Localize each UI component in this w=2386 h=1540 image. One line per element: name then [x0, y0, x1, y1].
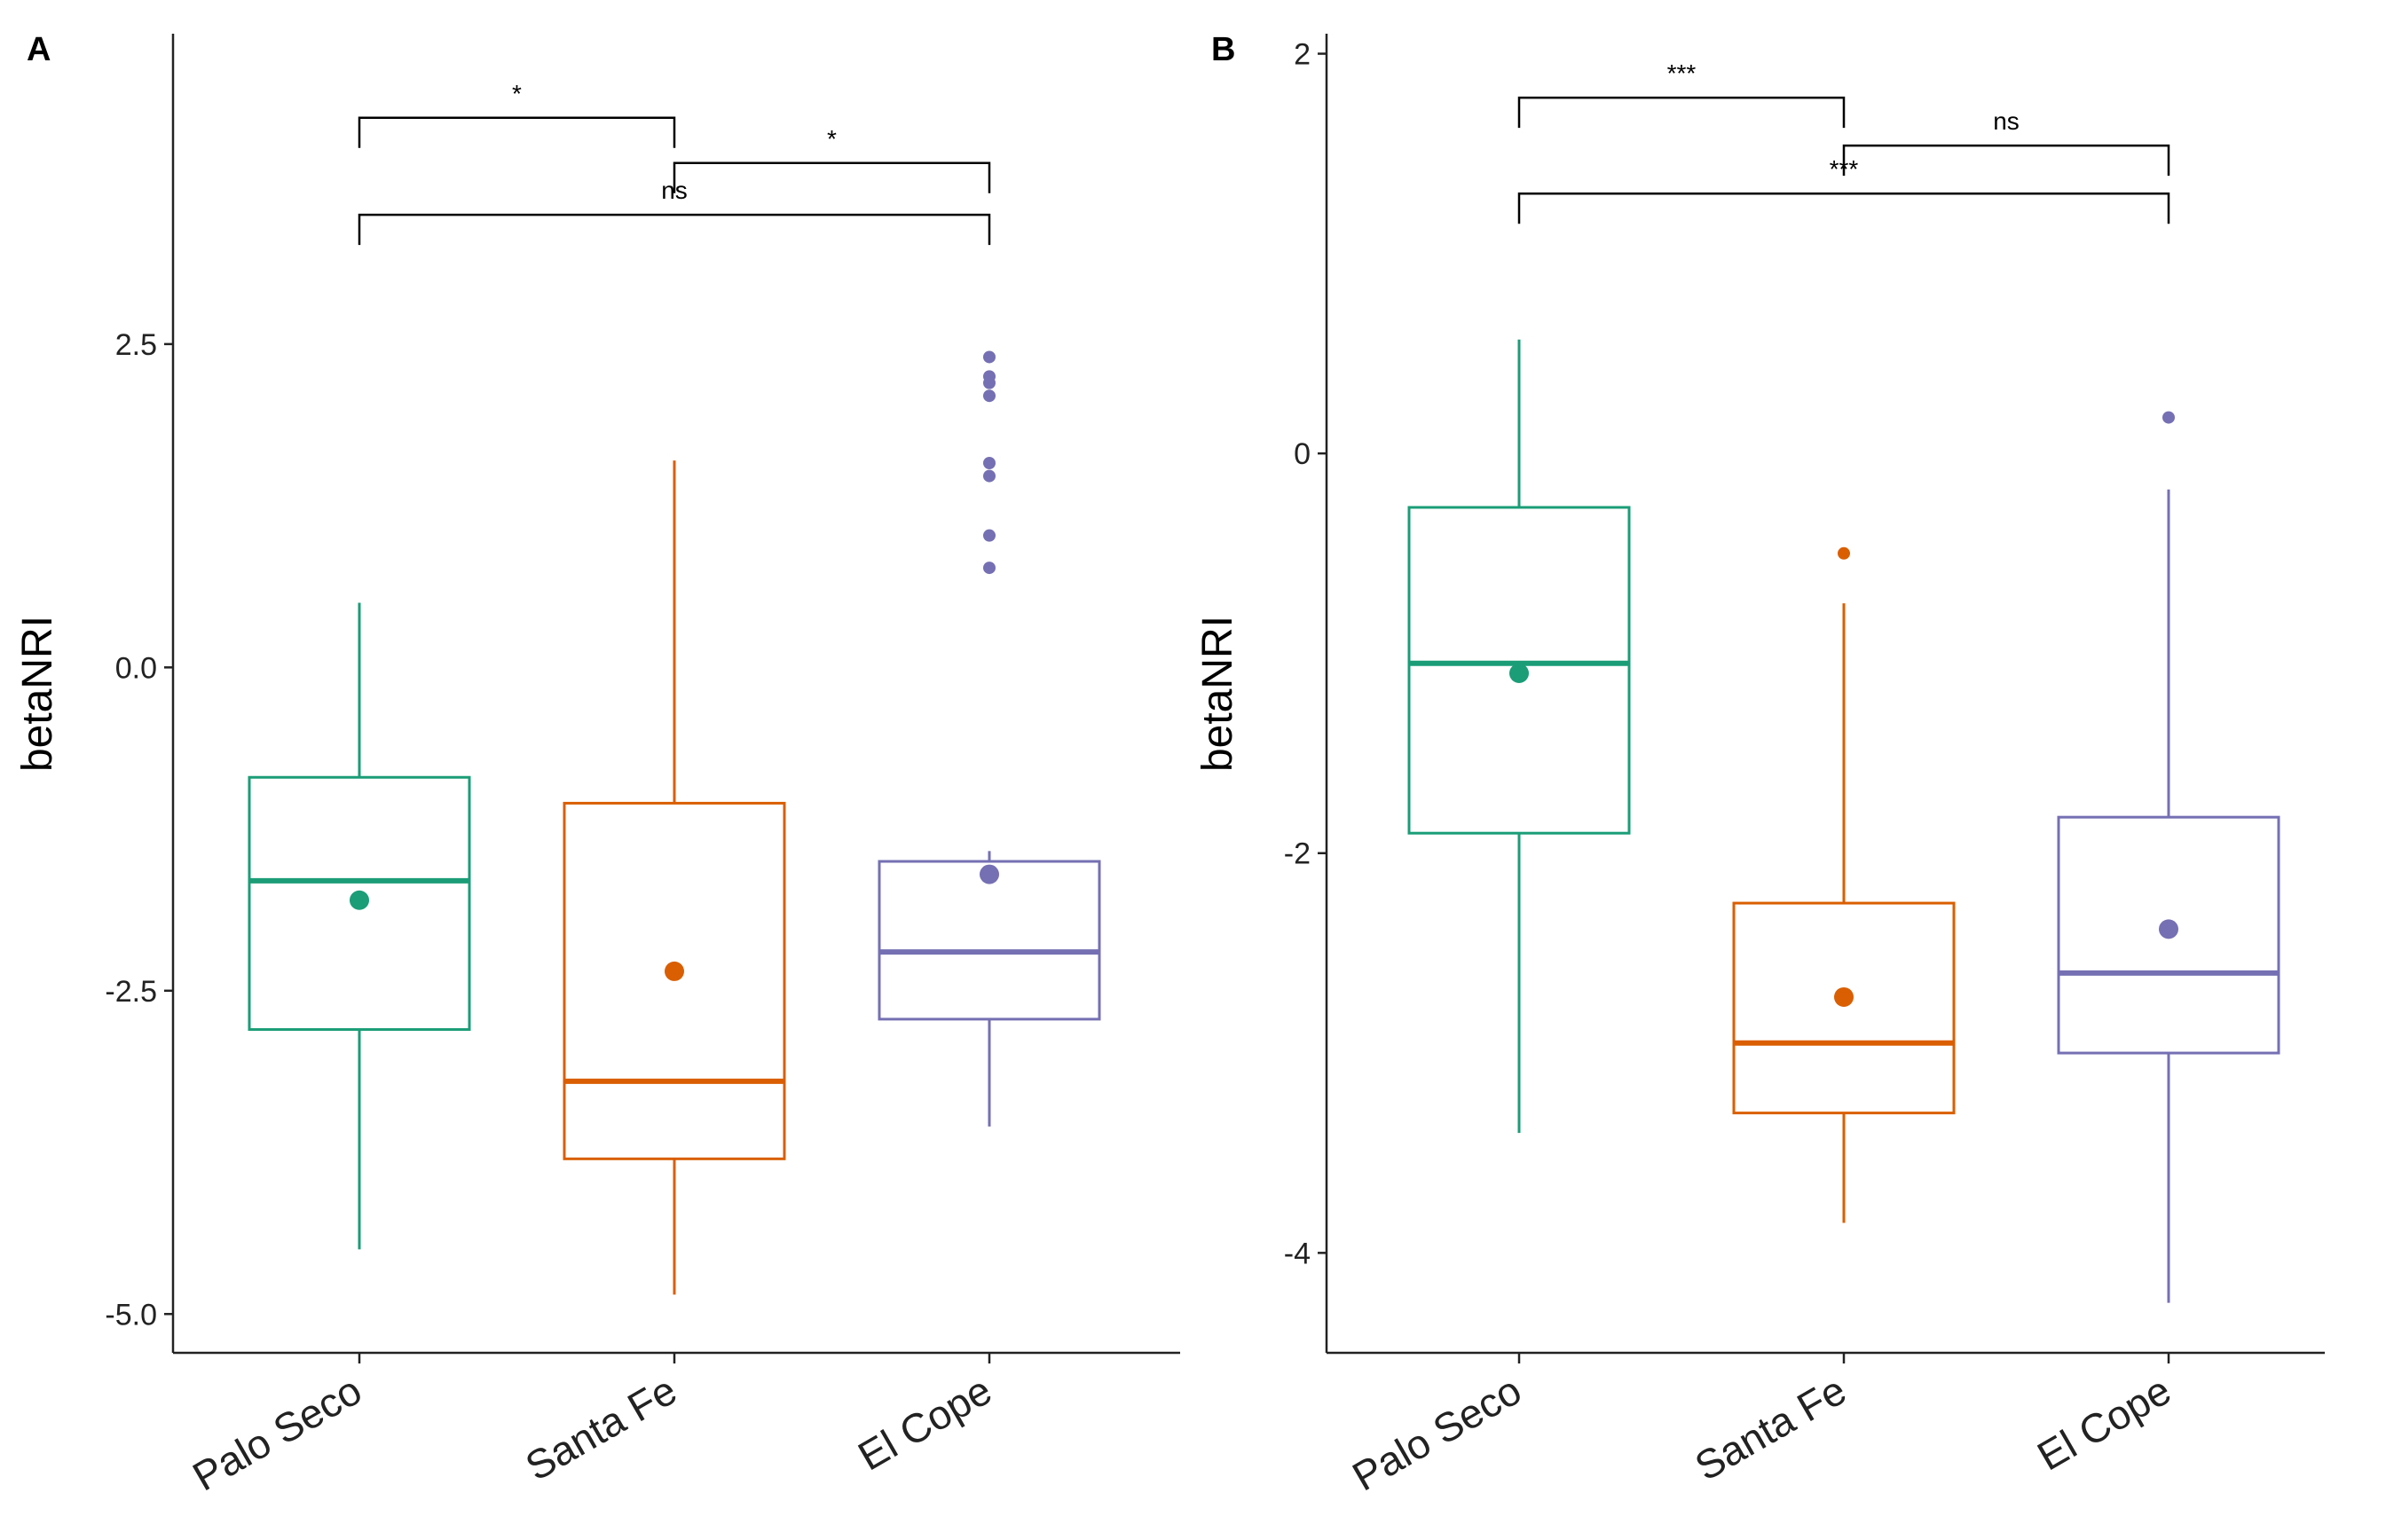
panel-a-comparison-palo-seco-el-cope: ns: [358, 177, 991, 246]
significance-label: *: [827, 125, 837, 153]
outlier-point: [983, 389, 996, 403]
mean-point: [980, 864, 999, 884]
significance-bracket: [1517, 96, 1846, 129]
outlier-point: [983, 376, 996, 389]
iqr-box: [878, 860, 1101, 1021]
panel-a-y-axis-title: betaNRI: [14, 616, 61, 772]
outlier-point: [983, 562, 996, 575]
panel-b-label: B: [1211, 31, 1235, 68]
mean-point: [665, 961, 684, 981]
outlier-point: [983, 469, 996, 483]
panel-a-ytick-label: -5.0: [105, 1298, 157, 1332]
iqr-box: [1732, 901, 1956, 1115]
panel-b-ytick-label: -4: [1284, 1237, 1311, 1270]
significance-bracket: [673, 161, 991, 193]
panel-b-comparison-palo-seco-el-cope: ***: [1517, 155, 2170, 224]
panel-a-box-el-cope: [878, 350, 1101, 1127]
panel-b-ytick-label: 2: [1294, 38, 1311, 72]
mean-point: [350, 890, 369, 910]
significance-label: ns: [661, 177, 688, 204]
panel-b-box-santa-fe: [1732, 546, 1956, 1223]
panel-a-label: A: [27, 31, 51, 68]
significance-label: ***: [1667, 59, 1697, 87]
panel-b-y-axis-title: betaNRI: [1194, 616, 1241, 772]
panel-a-box-palo-seco: [248, 602, 471, 1250]
outlier-point: [2162, 411, 2175, 424]
significance-bracket: [1517, 192, 2170, 224]
panel-b-ytick-label: 0: [1294, 437, 1311, 471]
significance-label: ns: [1993, 107, 2020, 135]
panel-a-box-santa-fe: [563, 460, 786, 1295]
panel-a-ytick-label: 2.5: [115, 328, 157, 362]
significance-bracket: [1842, 144, 2170, 177]
panel-b-comparison-palo-seco-santa-fe: ***: [1517, 59, 1846, 129]
significance-bracket: [358, 116, 676, 148]
panel-a-comparison-santa-fe-el-cope: *: [673, 125, 991, 193]
mean-point: [1834, 986, 1854, 1007]
outlier-point: [983, 529, 996, 542]
significance-bracket: [358, 213, 991, 246]
outlier-point: [983, 350, 996, 364]
outlier-point: [983, 457, 996, 470]
panel-b-box-palo-seco: [1407, 339, 1631, 1134]
panel-a-ytick-label: 0.0: [115, 651, 157, 685]
panel-b-box-el-cope: [2057, 411, 2280, 1303]
outlier-point: [1838, 546, 1850, 560]
mean-point: [1509, 663, 1529, 683]
significance-label: *: [512, 80, 522, 107]
panel-a-ytick-label: -2.5: [105, 975, 157, 1009]
panel-a-comparison-palo-seco-santa-fe: *: [358, 80, 676, 148]
significance-label: ***: [1830, 155, 1859, 183]
mean-point: [2159, 919, 2178, 939]
panel-b-ytick-label: -2: [1284, 837, 1311, 871]
panel-b-comparison-santa-fe-el-cope: ns: [1842, 107, 2170, 177]
